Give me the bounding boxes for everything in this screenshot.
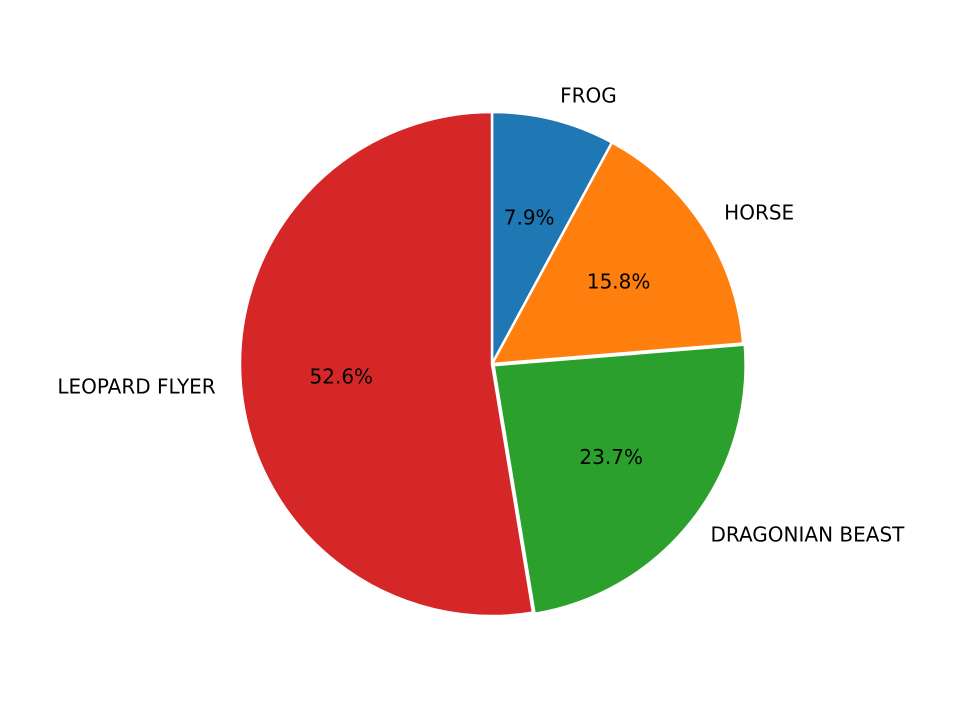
pct-label-dragonian-beast: 23.7% [579, 445, 643, 469]
pie-slice-frog [490, 110, 614, 366]
slice-label-leopard-flyer: LEOPARD FLYER [57, 375, 215, 399]
slice-label-dragonian-beast: DRAGONIAN BEAST [710, 523, 905, 547]
pct-label-horse: 15.8% [587, 269, 651, 293]
pct-label-frog: 7.9% [504, 205, 555, 229]
slice-label-frog: FROG [560, 83, 617, 107]
pie-slice-leopard-flyer [238, 110, 535, 618]
pct-label-leopard-flyer: 52.6% [310, 364, 374, 388]
slice-label-horse: HORSE [724, 201, 794, 225]
pie-slice-dragonian-beast [492, 343, 747, 616]
labels-layer: FROG 7.9% HORSE 15.8% DRAGONIAN BEAST 23.7% LE… [57, 83, 905, 546]
pie-slice-horse [490, 141, 745, 366]
slices-layer [238, 110, 747, 618]
